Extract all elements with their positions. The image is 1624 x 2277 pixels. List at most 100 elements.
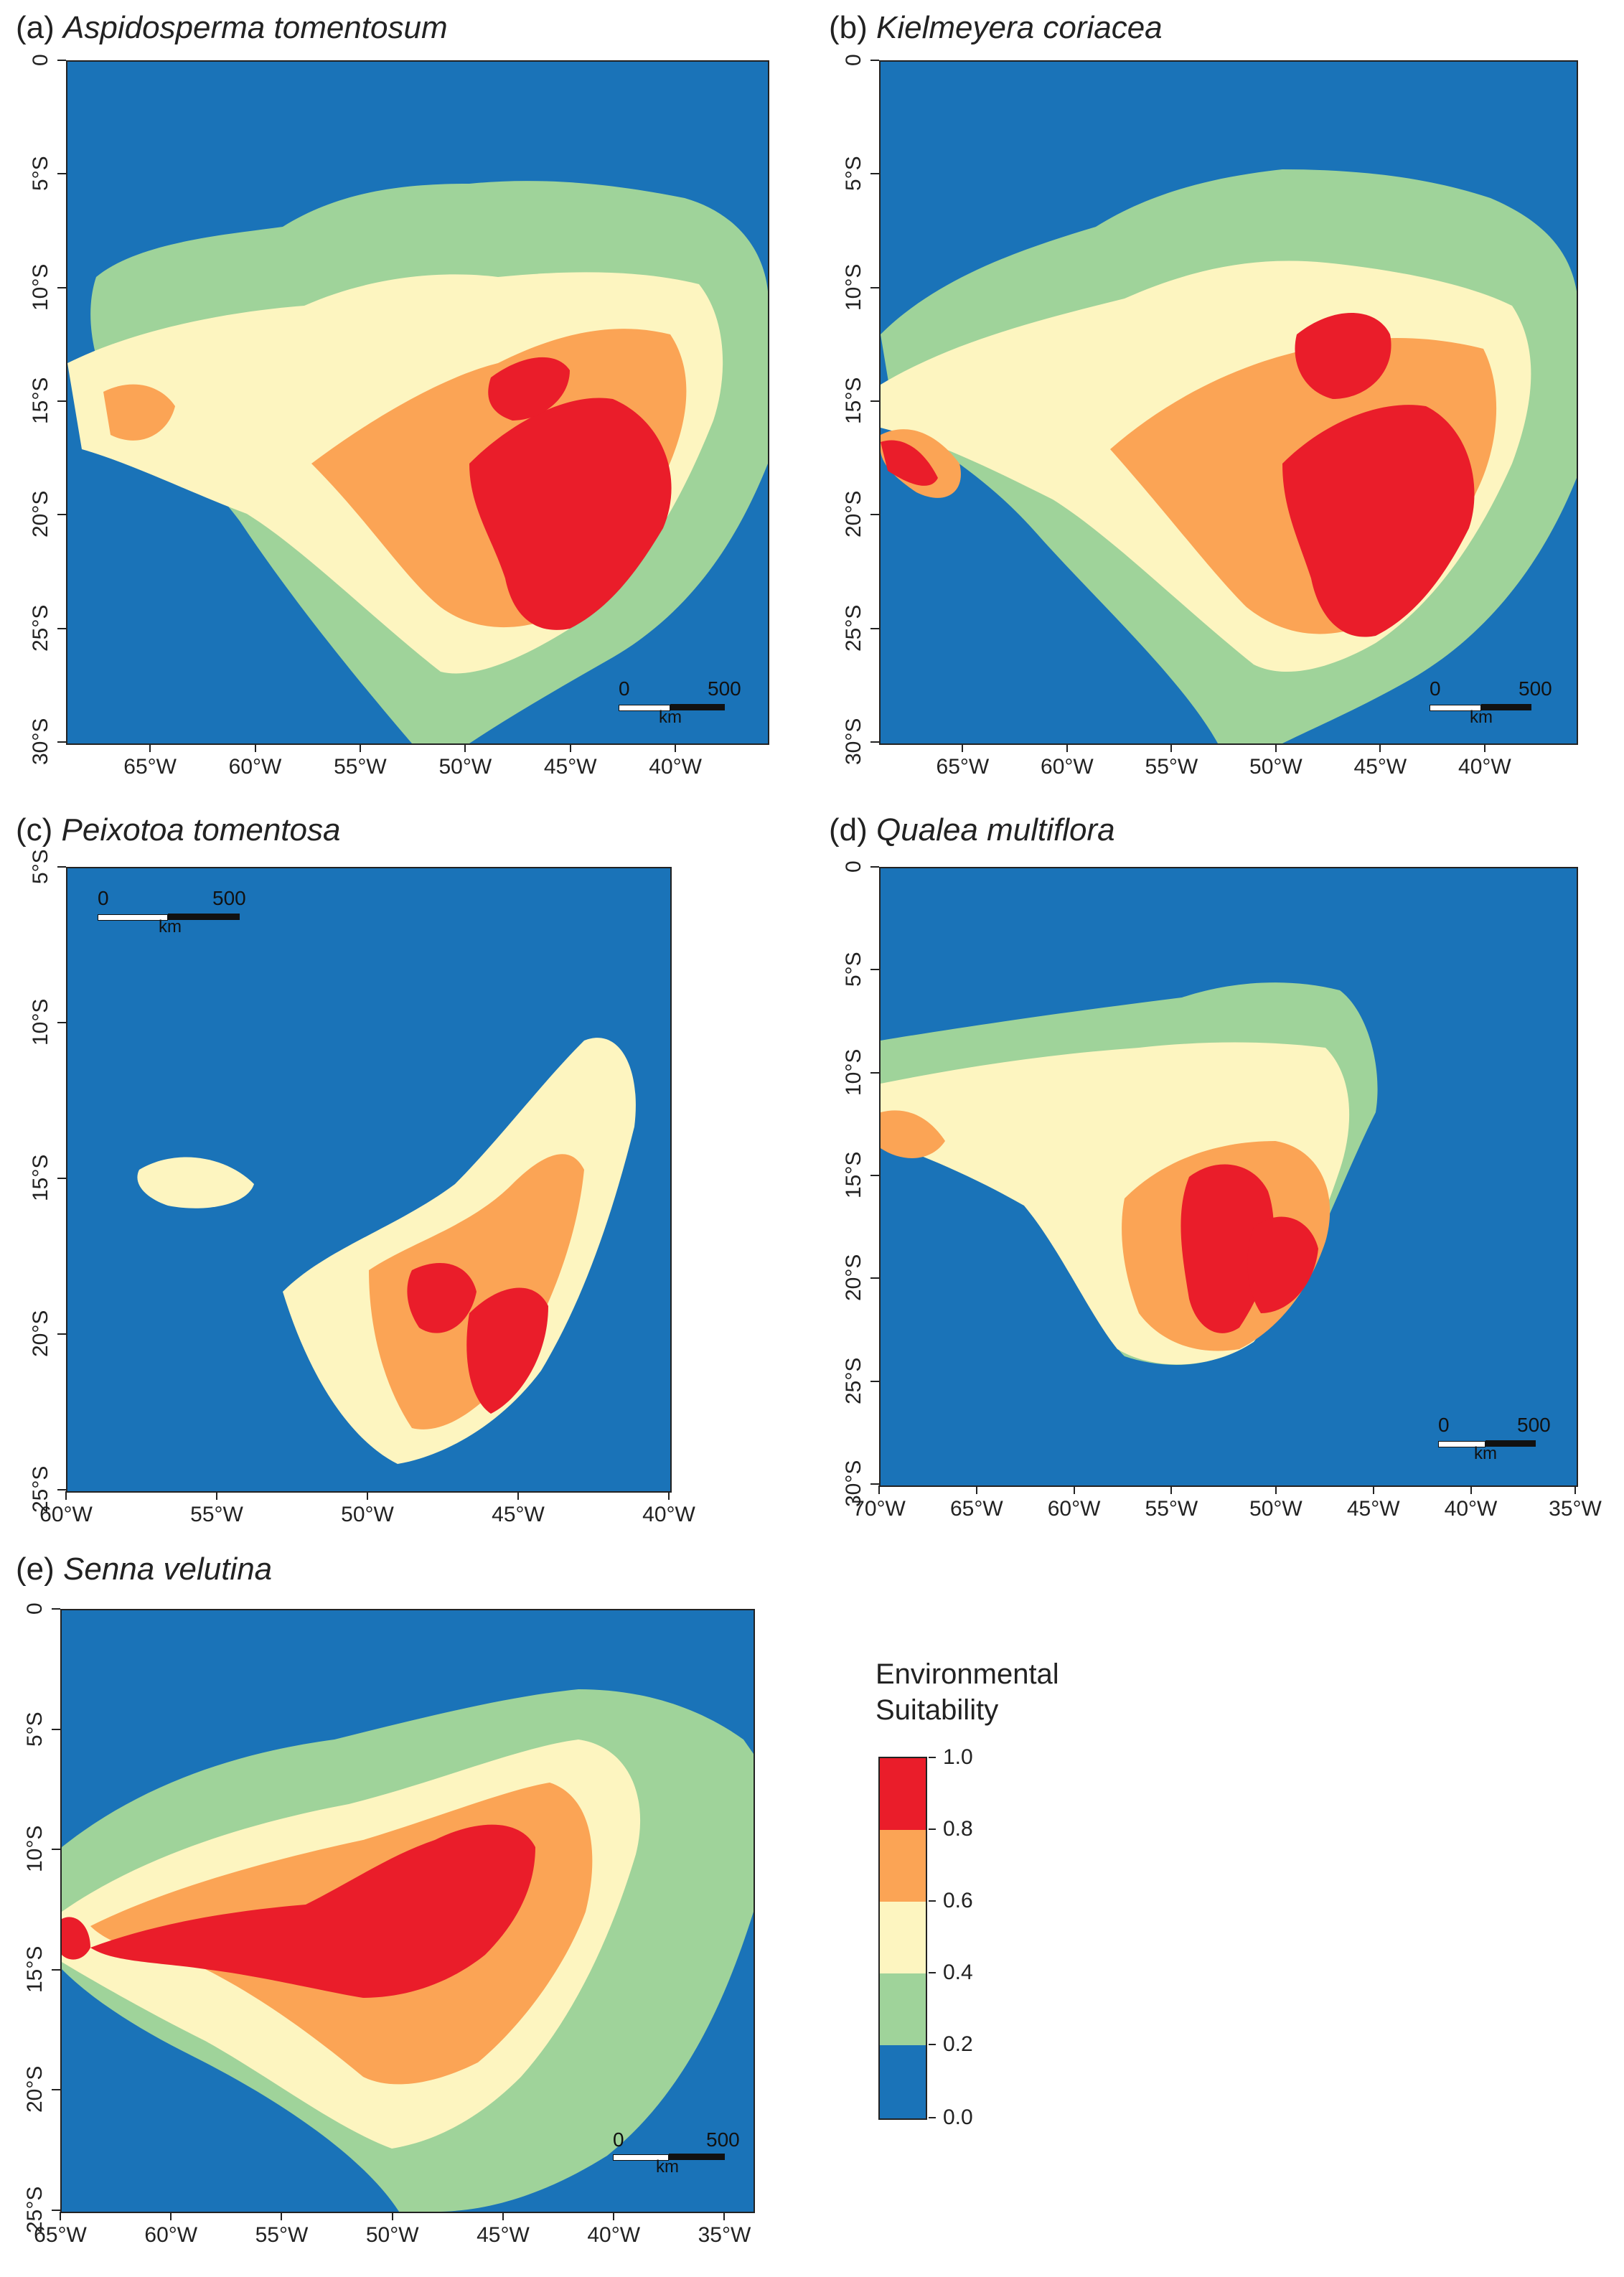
y-tick-mark <box>870 60 879 61</box>
panel-d-scalebar-unit: km <box>1474 1444 1497 1463</box>
panel-e-scalebar-white <box>613 2154 669 2161</box>
x-tick-mark <box>170 2212 172 2220</box>
x-tick-label: 50°W <box>341 1503 394 1526</box>
x-tick-label: 45°W <box>543 755 597 779</box>
legend-label-0.6: 0.6 <box>943 1889 973 1912</box>
y-tick-mark <box>57 741 66 743</box>
y-tick-mark <box>57 60 66 61</box>
y-tick-label: 5°S <box>842 952 865 987</box>
panel-c-scalebar-black <box>168 914 240 920</box>
x-tick-label: 70°W <box>853 1497 906 1521</box>
y-tick-label: 25°S <box>29 604 52 652</box>
panel-c-scalebar: 0 500 km <box>98 887 248 937</box>
x-tick-mark <box>464 743 466 752</box>
panel-b-scalebar: 0 500 km <box>1430 677 1573 728</box>
y-tick-label: 30°S <box>29 718 52 765</box>
x-tick-label: 60°W <box>39 1503 93 1526</box>
y-tick-mark <box>57 1489 66 1490</box>
legend-tick <box>929 2044 936 2045</box>
legend-tick <box>929 1900 936 1902</box>
legend-title: Environmental Suitability <box>876 1656 1059 1728</box>
panel-d-map <box>879 867 1578 1487</box>
panel-e-scalebar: 0 500 km <box>613 2128 749 2179</box>
legend-title-line1: Environmental <box>876 1658 1059 1690</box>
x-tick-label: 60°W <box>228 755 282 779</box>
panel-c-scalebar-white <box>98 914 168 921</box>
panel-c-letter: (c) <box>16 812 53 848</box>
y-tick-mark <box>870 1380 879 1382</box>
x-tick-label: 65°W <box>34 2223 87 2247</box>
legend-swatch-0.4-0.6 <box>878 1902 927 1973</box>
x-tick-label: 65°W <box>123 755 177 779</box>
panel-a-letter: (a) <box>16 10 55 45</box>
x-tick-label: 55°W <box>255 2223 309 2247</box>
panel-e-map: 0 500 km <box>60 1609 755 2213</box>
panel-d-title: (d) Qualea multiflora <box>829 812 1115 848</box>
x-tick-mark <box>1170 1485 1173 1494</box>
panel-b-suitability-surface <box>881 169 1577 743</box>
y-tick-label: 0 <box>842 860 865 873</box>
legend-label-1.0: 1.0 <box>943 1745 973 1769</box>
y-tick-mark <box>870 1277 879 1280</box>
y-tick-label: 5°S <box>29 156 52 192</box>
y-tick-mark <box>52 1728 60 1730</box>
panel-a-title: (a) Aspidosperma tomentosum <box>16 10 448 46</box>
x-tick-label: 45°W <box>1346 1497 1400 1521</box>
y-tick-mark <box>870 514 879 516</box>
x-tick-label: 40°W <box>1458 755 1511 779</box>
x-tick-mark <box>962 743 964 752</box>
legend-colorbar <box>878 1757 927 2120</box>
x-tick-label: 55°W <box>1145 1497 1198 1521</box>
panel-c-suitability-surface <box>137 1038 636 1464</box>
y-tick-label: 10°S <box>842 1048 865 1096</box>
y-tick-label: 10°S <box>29 998 52 1046</box>
y-tick-mark <box>52 2089 60 2091</box>
y-tick-label: 10°S <box>23 1825 47 1873</box>
panel-a-map <box>66 60 769 745</box>
y-tick-label: 0 <box>29 54 52 66</box>
y-tick-mark <box>870 866 879 868</box>
panel-a-scalebar-unit: km <box>659 708 682 727</box>
y-tick-mark <box>870 1483 879 1485</box>
legend-tick <box>929 1972 936 1973</box>
panel-c-title: (c) Peixotoa tomentosa <box>16 812 340 848</box>
x-tick-mark <box>65 1491 67 1500</box>
panel-b-title: (b) Kielmeyera coriacea <box>829 10 1163 46</box>
y-tick-label: 0 <box>23 1602 47 1615</box>
panel-d-scalebar-black <box>1485 1440 1536 1447</box>
y-tick-mark <box>870 1175 879 1176</box>
panel-a-scalebar-black <box>670 704 725 710</box>
panel-d-species: Qualea multiflora <box>876 812 1115 848</box>
y-tick-label: 20°S <box>29 490 52 538</box>
panel-c-scalebar-start: 0 <box>98 887 109 909</box>
y-tick-label: 15°S <box>23 1945 47 1993</box>
panel-e-scalebar-start: 0 <box>613 2128 624 2151</box>
x-tick-label: 45°W <box>492 1503 545 1526</box>
x-tick-mark <box>1066 743 1068 752</box>
panel-a-scalebar-white <box>619 705 670 711</box>
y-tick-label: 10°S <box>29 263 52 311</box>
legend-tick <box>929 2117 936 2118</box>
legend-title-line2: Suitability <box>876 1694 999 1726</box>
y-tick-mark <box>870 969 879 971</box>
y-tick-mark <box>870 741 879 743</box>
panel-e-title: (e) Senna velutina <box>16 1551 272 1587</box>
x-tick-mark <box>367 1491 368 1500</box>
x-tick-mark <box>149 743 151 752</box>
panel-e-letter: (e) <box>16 1551 55 1587</box>
panel-b-scalebar-unit: km <box>1470 708 1493 727</box>
x-tick-label: 45°W <box>1353 755 1407 779</box>
y-tick-mark <box>52 1849 60 1851</box>
y-tick-label: 5°S <box>842 156 865 192</box>
x-tick-label: 50°W <box>1249 1497 1303 1521</box>
y-tick-label: 20°S <box>29 1310 52 1357</box>
panel-b-scalebar-white <box>1430 705 1481 711</box>
x-tick-mark <box>723 2212 726 2220</box>
panel-b-letter: (b) <box>829 10 868 45</box>
panel-e-scalebar-black <box>669 2154 725 2160</box>
y-tick-mark <box>870 173 879 175</box>
x-tick-mark <box>878 1485 880 1494</box>
panel-b-scalebar-start: 0 <box>1430 677 1441 700</box>
x-tick-label: 50°W <box>438 755 492 779</box>
panel-c-scalebar-unit: km <box>159 917 182 936</box>
